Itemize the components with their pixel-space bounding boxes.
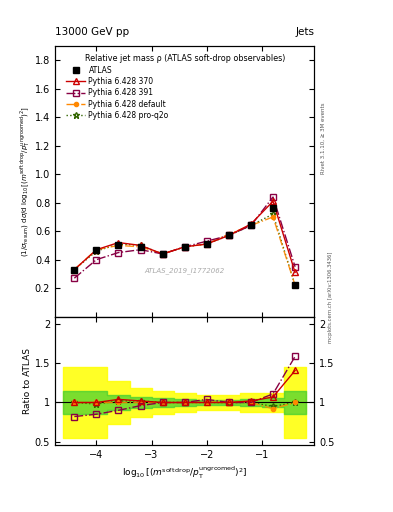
Text: ATLAS_2019_I1772062: ATLAS_2019_I1772062 <box>145 267 225 274</box>
Text: Jets: Jets <box>296 27 314 37</box>
Y-axis label: $(1/\sigma_{\rm resum})$ d$\sigma$/d $\log_{10}[(m^{\rm soft\,drop}/p_{\rm T}^{\: $(1/\sigma_{\rm resum})$ d$\sigma$/d $\l… <box>18 106 32 257</box>
Y-axis label: Ratio to ATLAS: Ratio to ATLAS <box>23 348 32 414</box>
Text: mcplots.cern.ch [arXiv:1306.3436]: mcplots.cern.ch [arXiv:1306.3436] <box>328 251 333 343</box>
X-axis label: $\log_{10}[(m^{\mathrm{soft\,drop}}/p_{\mathrm{T}}^{\mathrm{ungroomed}})^2]$: $\log_{10}[(m^{\mathrm{soft\,drop}}/p_{\… <box>122 464 248 481</box>
Legend: ATLAS, Pythia 6.428 370, Pythia 6.428 391, Pythia 6.428 default, Pythia 6.428 pr: ATLAS, Pythia 6.428 370, Pythia 6.428 39… <box>64 63 171 122</box>
Text: Rivet 3.1.10, ≥ 3M events: Rivet 3.1.10, ≥ 3M events <box>320 102 325 174</box>
Text: Relative jet mass ρ (ATLAS soft-drop observables): Relative jet mass ρ (ATLAS soft-drop obs… <box>84 54 285 63</box>
Text: 13000 GeV pp: 13000 GeV pp <box>55 27 129 37</box>
